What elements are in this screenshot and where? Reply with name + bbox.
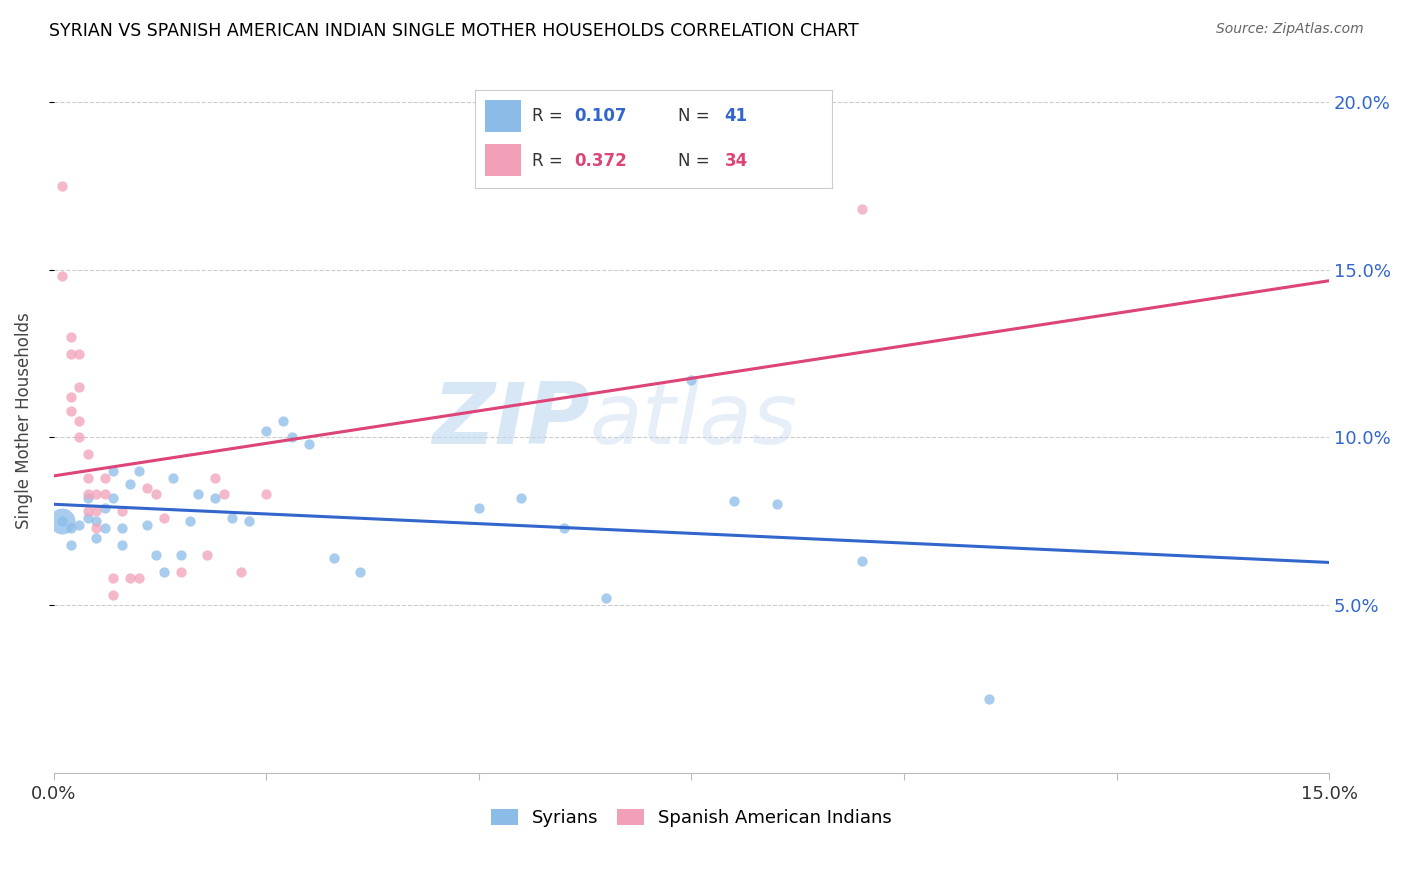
Point [86, 514, 108, 528]
Point [59, 390, 82, 404]
Point [67, 414, 90, 428]
Point [86, 521, 108, 535]
Point [153, 565, 176, 579]
Point [111, 538, 134, 552]
Point [76, 504, 98, 518]
Point [51, 269, 73, 284]
Point [221, 511, 243, 525]
Text: atlas: atlas [589, 379, 797, 462]
Point [128, 571, 150, 585]
Point [510, 491, 533, 505]
Point [59, 538, 82, 552]
Point [94, 470, 117, 484]
Point [681, 373, 703, 387]
Point [76, 447, 98, 461]
Point [76, 487, 98, 501]
Point [120, 477, 142, 491]
Point [553, 521, 575, 535]
Point [153, 511, 176, 525]
Point [468, 500, 491, 515]
Point [723, 494, 745, 508]
Text: ZIP: ZIP [432, 379, 589, 462]
Point [229, 565, 252, 579]
Point [86, 487, 108, 501]
Point [111, 504, 134, 518]
Point [977, 692, 1000, 706]
Point [298, 437, 321, 451]
Point [103, 571, 125, 585]
Legend: Syrians, Spanish American Indians: Syrians, Spanish American Indians [484, 801, 900, 834]
Point [67, 517, 90, 532]
Point [86, 504, 108, 518]
Point [170, 565, 193, 579]
Point [323, 551, 346, 566]
Point [59, 346, 82, 360]
Point [136, 481, 159, 495]
Point [103, 464, 125, 478]
Point [103, 588, 125, 602]
Point [76, 491, 98, 505]
Point [94, 500, 117, 515]
Point [204, 470, 226, 484]
Point [128, 464, 150, 478]
Point [59, 521, 82, 535]
Point [170, 548, 193, 562]
Point [212, 487, 235, 501]
Text: SYRIAN VS SPANISH AMERICAN INDIAN SINGLE MOTHER HOUSEHOLDS CORRELATION CHART: SYRIAN VS SPANISH AMERICAN INDIAN SINGLE… [49, 22, 859, 40]
Point [238, 514, 260, 528]
Point [765, 498, 787, 512]
Point [595, 591, 617, 606]
Point [145, 487, 167, 501]
Point [273, 414, 295, 428]
Point [281, 430, 304, 444]
Point [254, 487, 277, 501]
Point [76, 511, 98, 525]
Point [51, 514, 73, 528]
Point [67, 346, 90, 360]
Point [76, 470, 98, 484]
Point [145, 548, 167, 562]
Point [204, 491, 226, 505]
Point [195, 548, 218, 562]
Point [179, 514, 201, 528]
Point [162, 470, 184, 484]
Point [254, 424, 277, 438]
Point [67, 430, 90, 444]
Point [59, 330, 82, 344]
Point [67, 380, 90, 394]
Point [103, 491, 125, 505]
Text: Source: ZipAtlas.com: Source: ZipAtlas.com [1216, 22, 1364, 37]
Point [94, 487, 117, 501]
Point [851, 554, 873, 568]
Point [94, 521, 117, 535]
Point [59, 403, 82, 417]
Point [187, 487, 209, 501]
Point [111, 521, 134, 535]
Point [120, 571, 142, 585]
Point [86, 531, 108, 545]
Point [349, 565, 371, 579]
Point [51, 514, 73, 528]
Point [51, 178, 73, 193]
Y-axis label: Single Mother Households: Single Mother Households [15, 312, 32, 529]
Point [851, 202, 873, 217]
Point [136, 517, 159, 532]
